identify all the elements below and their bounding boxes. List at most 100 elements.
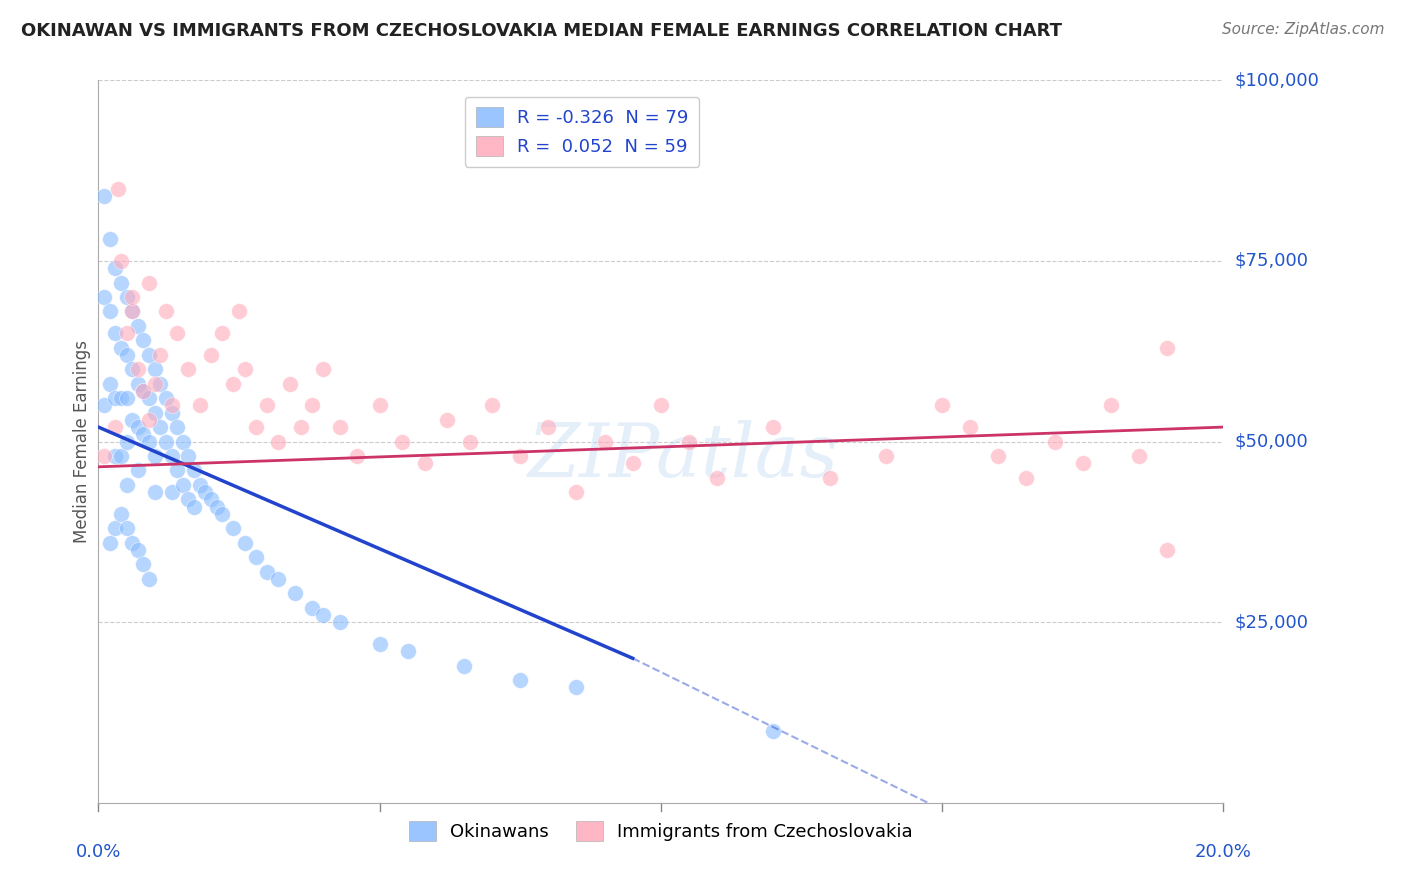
Point [312,607,335,622]
Point [143,406,166,420]
Point [104,521,127,535]
Point [155,434,177,449]
Point [233,535,256,549]
Point [650,398,672,412]
Point [222,521,245,535]
Point [115,391,138,405]
Point [166,326,188,340]
Text: 20.0%: 20.0% [1195,843,1251,861]
Point [172,434,194,449]
Point [115,326,138,340]
Point [138,413,160,427]
Point [1043,434,1066,449]
Point [104,391,127,405]
Point [188,478,211,492]
Point [166,463,188,477]
Text: $25,000: $25,000 [1234,613,1309,632]
Point [115,348,138,362]
Point [211,507,233,521]
Point [138,572,160,586]
Point [413,456,436,470]
Point [256,398,278,412]
Point [93,290,115,304]
Point [160,449,183,463]
Point [284,586,307,600]
Point [132,427,155,442]
Point [93,189,115,203]
Point [149,348,172,362]
Point [110,449,132,463]
Point [621,456,644,470]
Point [368,637,391,651]
Text: 0.0%: 0.0% [76,843,121,861]
Point [565,485,588,500]
Point [509,673,531,687]
Point [143,376,166,391]
Point [1156,341,1178,355]
Point [110,341,132,355]
Point [127,376,149,391]
Point [453,658,475,673]
Point [1071,456,1094,470]
Point [228,304,250,318]
Point [121,362,143,376]
Point [211,326,233,340]
Point [115,434,138,449]
Point [762,723,785,738]
Point [1156,542,1178,557]
Point [160,406,183,420]
Point [104,449,127,463]
Point [93,449,115,463]
Point [987,449,1010,463]
Point [115,521,138,535]
Point [127,318,149,333]
Text: ZIPatlas: ZIPatlas [527,420,839,492]
Point [121,413,143,427]
Point [177,449,200,463]
Point [188,398,211,412]
Point [346,449,368,463]
Point [312,362,335,376]
Point [132,384,155,398]
Point [509,449,531,463]
Point [205,500,228,514]
Point [93,398,115,412]
Point [762,420,785,434]
Point [267,572,290,586]
Point [115,478,138,492]
Point [245,550,267,565]
Point [160,485,183,500]
Point [143,485,166,500]
Point [98,535,121,549]
Point [183,463,205,477]
Point [172,478,194,492]
Point [931,398,953,412]
Point [222,376,245,391]
Point [1128,449,1150,463]
Point [138,391,160,405]
Point [127,542,149,557]
Point [149,376,172,391]
Point [110,276,132,290]
Point [194,485,217,500]
Point [143,449,166,463]
Point [115,290,138,304]
Point [149,420,172,434]
Point [458,434,481,449]
Point [155,391,177,405]
Point [301,600,323,615]
Point [301,398,323,412]
Point [706,470,728,484]
Point [121,304,143,318]
Point [166,420,188,434]
Point [565,680,588,694]
Point [290,420,312,434]
Point [104,420,127,434]
Point [160,398,183,412]
Text: $75,000: $75,000 [1234,252,1309,270]
Point [138,348,160,362]
Point [177,492,200,507]
Point [481,398,503,412]
Point [110,507,132,521]
Point [98,376,121,391]
